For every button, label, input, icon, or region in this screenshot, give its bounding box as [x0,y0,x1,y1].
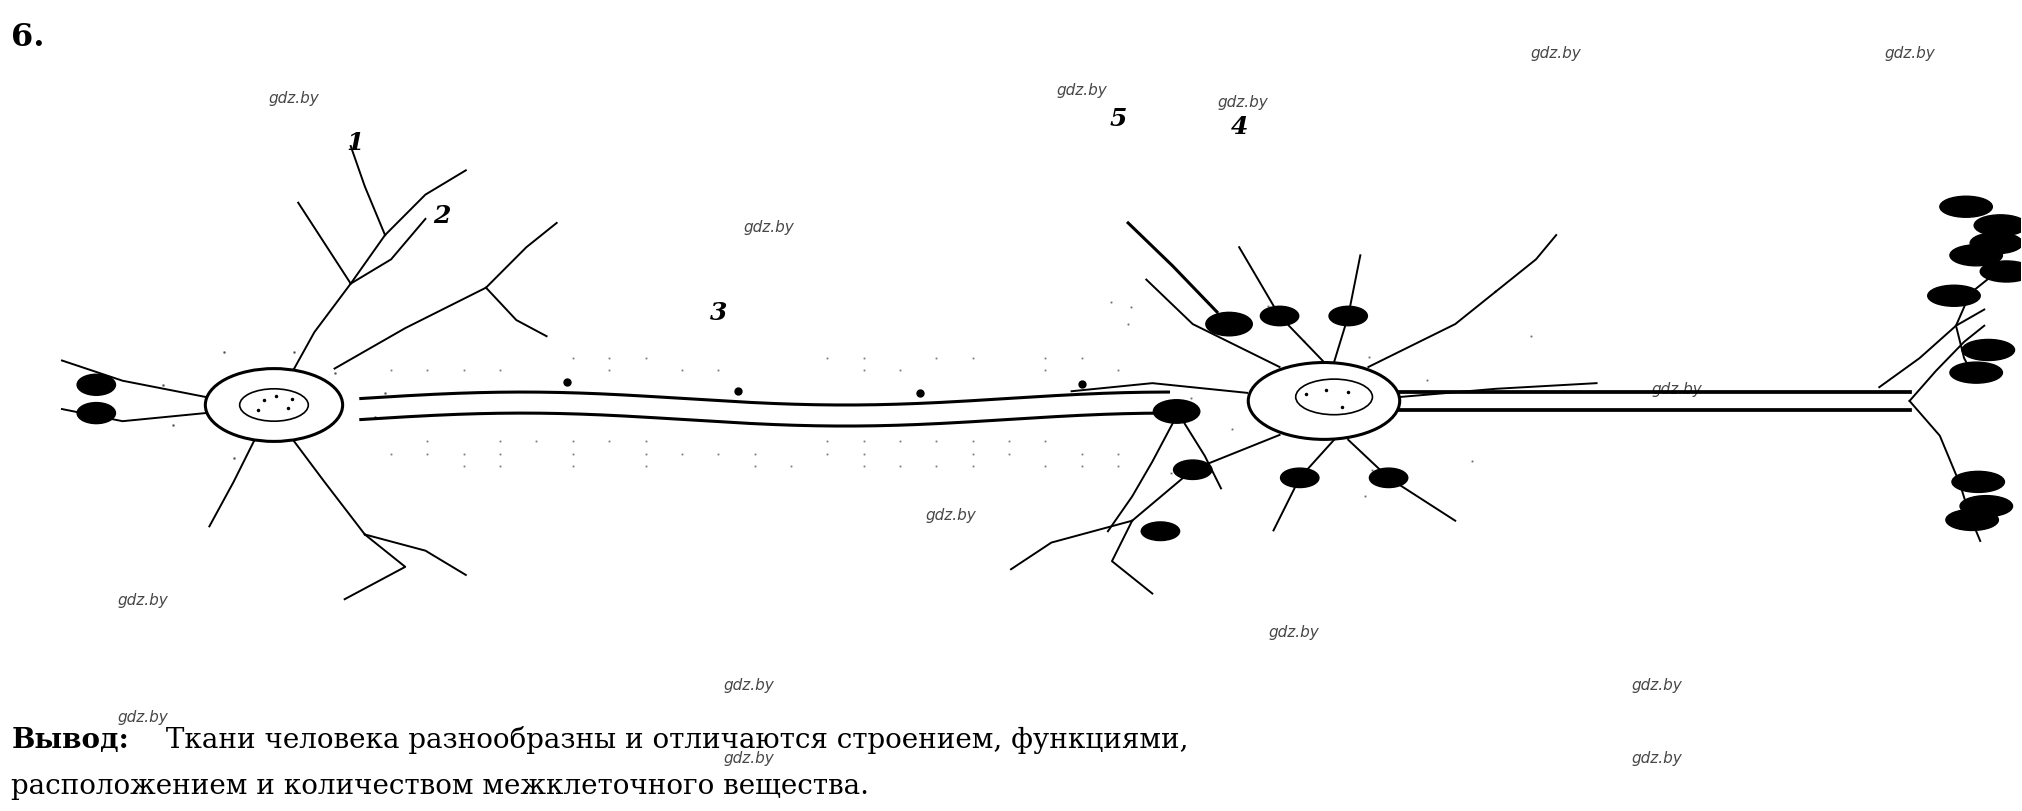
Circle shape [1945,510,1998,530]
Text: 3: 3 [710,301,726,324]
Text: gdz.by: gdz.by [1055,83,1108,98]
Text: gdz.by: gdz.by [724,677,774,692]
Text: gdz.by: gdz.by [1632,749,1682,765]
Circle shape [1961,340,2014,361]
Text: 6.: 6. [12,22,44,53]
Circle shape [1927,286,1980,307]
Text: gdz.by: gdz.by [117,592,168,607]
Text: gdz.by: gdz.by [1217,95,1268,110]
Ellipse shape [1205,313,1252,337]
Circle shape [1949,246,2002,267]
Ellipse shape [77,375,115,396]
Text: gdz.by: gdz.by [724,749,774,765]
Circle shape [1980,262,2022,283]
Text: 4: 4 [1231,114,1248,139]
Ellipse shape [241,389,307,422]
Circle shape [1951,472,2004,493]
Ellipse shape [1296,380,1373,415]
Ellipse shape [1140,522,1179,541]
Text: gdz.by: gdz.by [1885,46,1935,62]
Text: gdz.by: gdz.by [269,91,319,106]
Ellipse shape [1173,461,1211,480]
Text: 2: 2 [433,204,451,228]
Text: gdz.by: gdz.by [1652,382,1703,397]
Ellipse shape [206,369,342,442]
Text: gdz.by: gdz.by [117,709,168,724]
Circle shape [1959,496,2012,517]
Ellipse shape [1328,307,1367,326]
Circle shape [1969,234,2022,255]
Ellipse shape [1369,469,1407,488]
Text: Ткани человека разнообразны и отличаются строением, функциями,: Ткани человека разнообразны и отличаются… [158,725,1189,753]
Circle shape [1939,197,1992,218]
Text: расположением и количеством межклеточного вещества.: расположением и количеством межклеточног… [12,772,869,799]
Text: gdz.by: gdz.by [1268,624,1318,639]
Text: Вывод:: Вывод: [12,726,129,753]
Ellipse shape [1280,469,1318,488]
Text: gdz.by: gdz.by [1632,677,1682,692]
Text: gdz.by: gdz.by [924,507,977,522]
Ellipse shape [1153,401,1199,423]
Text: gdz.by: gdz.by [1531,46,1581,62]
Circle shape [1973,216,2022,237]
Text: 5: 5 [1110,106,1126,131]
Text: gdz.by: gdz.by [744,221,795,235]
Circle shape [1949,363,2002,384]
Text: 1: 1 [346,131,364,155]
Ellipse shape [77,403,115,424]
Ellipse shape [1260,307,1298,326]
Ellipse shape [1248,363,1399,440]
